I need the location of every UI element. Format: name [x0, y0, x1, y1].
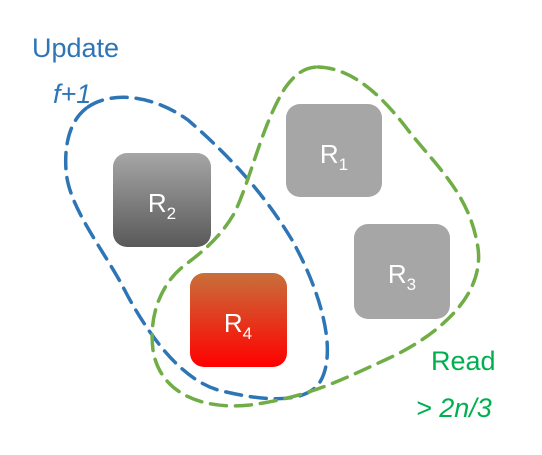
- replica-r3-label: R3: [388, 259, 416, 294]
- read-quorum-condition: > 2n/3: [416, 393, 492, 423]
- update-quorum-title: Update: [32, 33, 119, 63]
- read-quorum-title: Read: [431, 346, 496, 376]
- replica-r4: R4: [190, 273, 287, 367]
- replica-r2: R2: [113, 153, 211, 247]
- replica-r1-box: [286, 104, 382, 197]
- replica-r4-box: [190, 273, 287, 367]
- replica-r2-label: R2: [148, 188, 176, 223]
- replica-r1: R1: [286, 104, 382, 197]
- read-quorum-outline: [150, 65, 481, 408]
- replica-r4-label: R4: [224, 308, 252, 343]
- update-quorum-condition: f+1: [53, 79, 91, 109]
- replica-r3: R3: [354, 224, 450, 319]
- replica-r3-box: [354, 224, 450, 319]
- replica-r1-label: R1: [320, 139, 348, 174]
- replica-r2-box: [113, 153, 211, 247]
